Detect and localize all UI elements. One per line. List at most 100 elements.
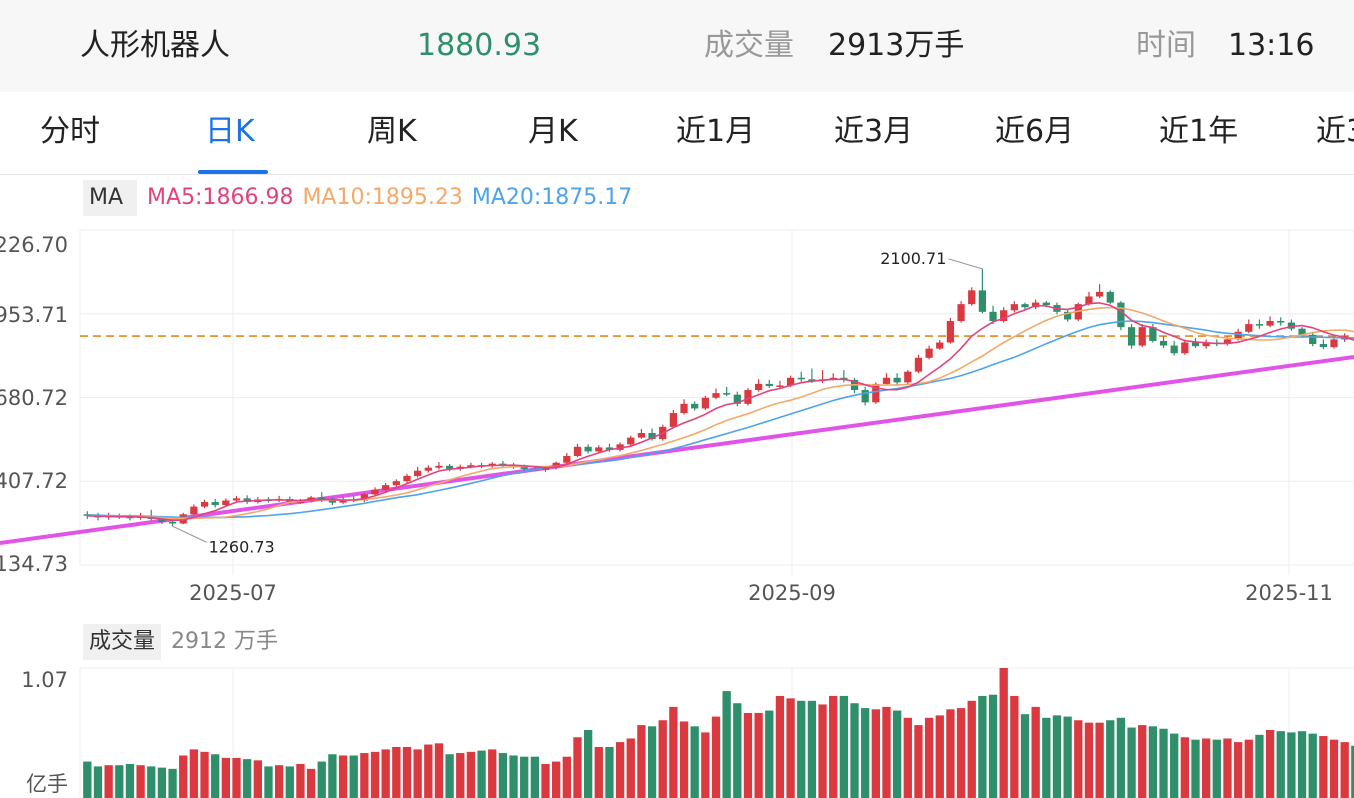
ma5-line bbox=[87, 302, 1354, 522]
period-tabs: 分时 日K 周K 月K 近1月 近3月 近6月 近1年 近3 bbox=[0, 92, 1354, 174]
volume-bar bbox=[956, 708, 966, 798]
volume-bar bbox=[328, 754, 337, 798]
low-label: 1260.73 bbox=[209, 537, 275, 556]
volume-bar bbox=[552, 761, 561, 798]
index-name: 人形机器人 bbox=[80, 28, 230, 63]
volume-bar bbox=[658, 720, 667, 798]
volume-bar bbox=[221, 757, 231, 798]
candle-body bbox=[616, 444, 624, 450]
volume-bar bbox=[402, 746, 412, 798]
tab-1-year[interactable]: 近1年 bbox=[1159, 114, 1239, 149]
ma5-value: MA5:1866.98 bbox=[147, 185, 294, 210]
candle-body bbox=[1245, 324, 1253, 332]
price-tick-label: 407.72 bbox=[0, 469, 68, 493]
volume-bar bbox=[605, 746, 614, 798]
volume-bar bbox=[253, 760, 262, 798]
ma-legend: MA MA5:1866.98 MA10:1895.23 MA20:1875.17 bbox=[83, 180, 632, 216]
tab-daily-k[interactable]: 日K bbox=[205, 114, 255, 149]
volume-legend: 成交量 2912 万手 bbox=[83, 624, 278, 660]
volume-bar bbox=[1201, 738, 1211, 798]
candle-body bbox=[328, 499, 337, 503]
high-low-annotations: 2100.71 1260.73 bbox=[172, 249, 983, 556]
volume-bar bbox=[1191, 739, 1200, 798]
candle-body bbox=[723, 393, 731, 395]
candle-body bbox=[786, 377, 795, 386]
volume-bar bbox=[765, 710, 774, 798]
candle-body bbox=[989, 311, 997, 322]
volume-bar bbox=[797, 700, 806, 798]
volume-bar bbox=[807, 700, 817, 798]
candle-body bbox=[222, 500, 230, 506]
volume-bar bbox=[562, 756, 571, 798]
tab-weekly-k[interactable]: 周K bbox=[367, 114, 417, 149]
candle-body bbox=[541, 467, 550, 470]
candle-body bbox=[190, 506, 198, 515]
volume-bar bbox=[168, 768, 177, 798]
volume-bar bbox=[978, 695, 987, 798]
volume-bar bbox=[594, 746, 603, 798]
candle-body bbox=[232, 498, 241, 501]
candle-body bbox=[1287, 322, 1296, 329]
volume-bar bbox=[1223, 738, 1232, 798]
candle-body bbox=[637, 432, 646, 438]
volume-bar bbox=[1074, 720, 1083, 798]
volume-bar bbox=[1233, 742, 1243, 798]
tab-3-years[interactable]: 近3 bbox=[1316, 114, 1354, 149]
volume-bar bbox=[179, 755, 188, 798]
candle-body bbox=[627, 437, 635, 445]
volume-bar bbox=[1276, 731, 1285, 798]
tab-6-months[interactable]: 近6月 bbox=[995, 114, 1075, 149]
tab-monthly-k[interactable]: 月K bbox=[528, 114, 578, 149]
volume-bar bbox=[1127, 727, 1136, 798]
candle-body bbox=[424, 467, 432, 471]
volume-bar bbox=[722, 691, 731, 798]
volume-bar bbox=[871, 709, 880, 798]
candle-body bbox=[1159, 340, 1168, 346]
date-axis-labels: 2025-07 2025-09 2025-11 bbox=[189, 581, 1333, 605]
volume-bar bbox=[690, 726, 699, 798]
candle-body bbox=[573, 446, 582, 457]
volume-bar bbox=[360, 753, 369, 798]
volume-bar bbox=[413, 749, 422, 798]
volume-bar bbox=[93, 766, 103, 798]
candle-body bbox=[552, 462, 560, 468]
candle-body bbox=[691, 403, 699, 409]
volume-bar bbox=[125, 763, 135, 798]
candle-body bbox=[392, 481, 400, 486]
tab-1-month[interactable]: 近1月 bbox=[676, 114, 756, 149]
candle-body bbox=[158, 518, 166, 522]
candle-body bbox=[882, 377, 891, 384]
tab-3-months[interactable]: 近3月 bbox=[834, 114, 914, 149]
volume-bar bbox=[946, 709, 955, 798]
volume-bar bbox=[392, 746, 401, 798]
volume-bar bbox=[157, 767, 167, 798]
volume-bar bbox=[488, 749, 497, 798]
candle-body bbox=[754, 383, 763, 391]
candle-body bbox=[925, 348, 933, 358]
price-tick-label: 680.72 bbox=[0, 386, 68, 410]
tab-intraday[interactable]: 分时 bbox=[40, 114, 100, 149]
price-tick-label: 134.73 bbox=[0, 552, 68, 576]
candle-body bbox=[1149, 327, 1157, 341]
tabs-divider bbox=[0, 174, 1354, 175]
ma-label[interactable]: MA bbox=[83, 180, 138, 216]
volume-bar bbox=[1319, 736, 1328, 798]
volume-bar bbox=[1084, 722, 1094, 798]
candle-body bbox=[520, 466, 528, 469]
candle-body bbox=[403, 475, 411, 482]
candle-body bbox=[339, 499, 347, 503]
candle-body bbox=[563, 456, 571, 463]
volume-bar bbox=[711, 716, 721, 798]
high-leader-line bbox=[948, 258, 983, 270]
volume-bar bbox=[434, 743, 444, 798]
candle-body bbox=[1170, 345, 1178, 354]
volume-value: 2913万手 bbox=[828, 28, 965, 63]
candle-body bbox=[382, 485, 390, 490]
active-tab-indicator bbox=[198, 170, 268, 174]
price-tick-label: 953.71 bbox=[0, 303, 68, 327]
date-tick-label: 2025-11 bbox=[1245, 581, 1333, 605]
volume-legend-value: 2912 万手 bbox=[171, 629, 278, 654]
candle-body bbox=[1319, 344, 1327, 348]
volume-bar bbox=[1116, 717, 1126, 798]
